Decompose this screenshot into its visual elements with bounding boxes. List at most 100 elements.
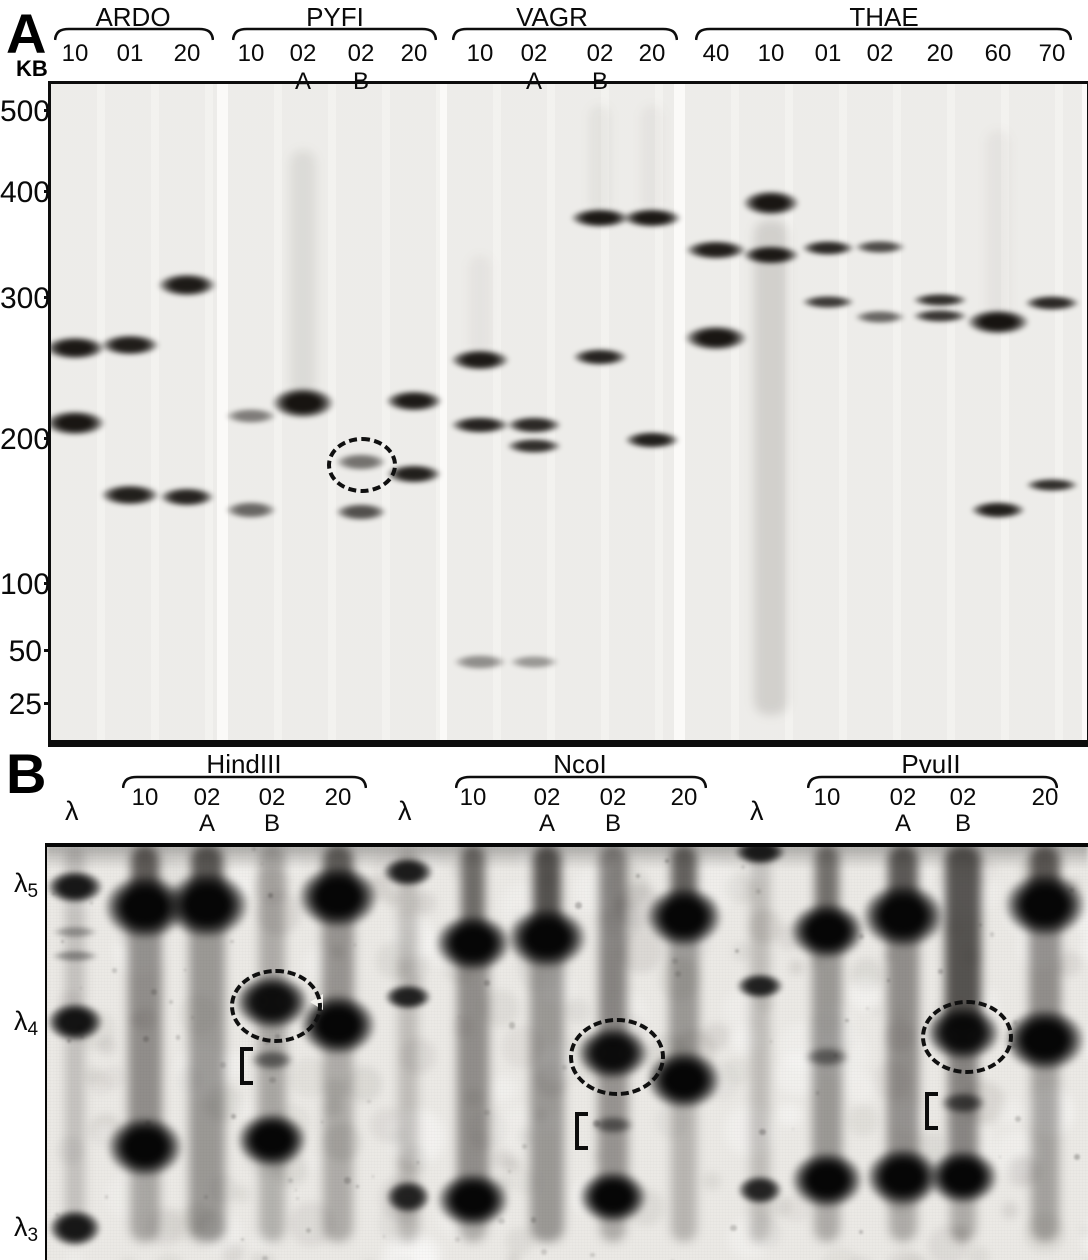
sample-band-blob [940,1092,986,1114]
group-brace [122,775,367,789]
gel-noise-speck [142,1035,150,1043]
dna-band [572,348,628,366]
gel-noise-speck [1073,1153,1081,1161]
group-brace [695,27,1072,41]
dna-band [912,293,968,307]
gel-noise-highlight [842,1071,876,1105]
gel-noise-speck [353,944,356,947]
gel-noise-highlight [777,1103,802,1128]
lambda-marker-label: λ5 [14,870,38,902]
lane-sublabel: B [591,68,608,95]
gel-noise-highlight [778,1022,827,1072]
gel-noise-highlight [301,947,336,982]
gel-noise-splotch [388,1128,406,1146]
gel-noise-splotch [493,1149,513,1169]
gel-noise-splotch [389,926,417,954]
panel-a-letter: A [6,2,47,65]
lane-label: 02 [533,784,561,811]
lane-smear [754,220,788,715]
gel-noise-splotch [101,1065,126,1089]
gel-noise-splotch [251,1251,275,1260]
sample-lane-streak [457,943,489,1200]
lane-label: 01 [814,40,842,67]
gel-noise-highlight [390,916,435,962]
sample-band-blob [790,1151,864,1209]
dna-band [335,503,387,521]
panel-a-gel [48,81,1088,747]
lane-sublabel: A [538,810,555,837]
gel-noise-splotch [1001,1202,1018,1219]
gel-noise-splotch [56,1137,84,1164]
gel-noise-highlight [776,1052,820,1096]
gel-grain-overlay [47,847,1088,1260]
gel-noise-splotch [952,1224,970,1242]
gel-noise-speck [321,1120,324,1123]
gel-noise-speck [833,1053,837,1058]
kb-tick-label: 400 [0,176,51,209]
gel-noise-speck [865,1007,869,1011]
lambda-lane-label: λ [398,796,412,826]
gel-noise-speck [998,1156,1001,1159]
gel-noise-splotch [514,1170,540,1196]
gel-noise-speck [219,1061,226,1068]
gel-noise-speck [507,1169,511,1173]
dna-band [1025,478,1079,492]
kb-tick-label: 500 [0,95,51,128]
gel-noise-speck [60,939,64,943]
gel-noise-splotch [505,1158,521,1174]
lambda-lane-label: λ [65,796,79,826]
gel-noise-highlight [892,1101,925,1134]
gel-noise-speck [296,1196,300,1200]
group-title: THAE [849,2,919,32]
gel-noise-splotch [927,1225,969,1260]
gel-noise-speck [498,1217,506,1225]
gel-noise-speck [203,1194,208,1199]
gel-noise-splotch [501,1026,544,1068]
lambda-lane-streak [65,848,85,1242]
gel-noise-speck [938,969,943,974]
gel-noise-speck [269,1076,276,1084]
sample-band-blob [250,1050,294,1070]
gel-noise-highlight [994,1131,1042,1179]
gel-noise-highlight [415,1240,445,1260]
lambda-lane-label: λ [750,796,764,826]
gel-noise-splotch [872,1062,910,1100]
gel-noise-speck [80,986,83,989]
gel-noise-splotch [850,958,884,991]
lane-smear [986,130,1010,318]
lane-sublabel: A [198,810,215,837]
panel-b-gel [45,843,1088,1260]
gel-noise-splotch [414,891,436,914]
kb-tick-label: 25 [8,688,42,721]
gel-noise-speck [858,1229,864,1235]
lambda-symbol: λ [14,1212,28,1242]
group-brace [452,27,678,41]
gel-noise-speck [287,1177,294,1184]
lane-label: 02 [347,40,375,67]
highlight-ellipse [327,437,397,493]
gel-noise-splotch [84,1067,102,1085]
lane-label: 20 [638,40,666,67]
gel-noise-splotch [232,1186,250,1203]
group-title: PvuII [901,749,961,779]
gel-noise-speck [294,1189,297,1192]
lambda-ladder-band [52,926,98,938]
dna-band [100,334,160,356]
lane-smear [469,255,491,356]
gel-noise-splotch [534,1110,546,1122]
dna-band [801,240,855,256]
dna-band [622,208,682,228]
group-brace [455,775,707,789]
gel-noise-splotch [128,1013,142,1027]
gel-noise-splotch [517,1128,535,1146]
gel-noise-splotch [183,1204,213,1234]
lambda-ladder-band [48,1209,102,1247]
gel-noise-splotch [1012,1158,1034,1180]
group-title: VAGR [516,2,588,32]
gel-noise-splotch [345,1066,383,1103]
gel-noise-speck [791,1128,794,1131]
lane-label: 02 [586,40,614,67]
dna-band [100,484,160,506]
gel-noise-speck [574,902,582,909]
kb-tick-label: 100 [0,568,51,601]
